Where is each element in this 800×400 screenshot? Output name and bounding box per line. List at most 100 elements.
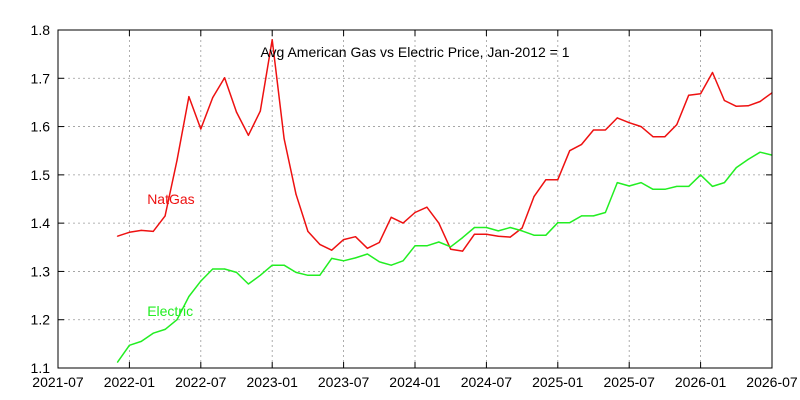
electric-series-label: Electric (147, 303, 193, 319)
y-tick-label: 1.7 (31, 70, 51, 86)
x-tick-label: 2022-01 (104, 374, 156, 390)
electric-data-point (557, 222, 559, 224)
electric-data-point (652, 188, 654, 190)
electric-data-point (640, 181, 642, 184)
natgas-data-point (581, 143, 583, 146)
natgas-data-point (271, 39, 273, 41)
natgas-data-point (485, 233, 487, 235)
electric-data-point (200, 280, 202, 282)
electric-data-point (247, 283, 249, 285)
electric-data-point (212, 268, 214, 270)
electric-data-point (711, 185, 714, 188)
natgas-data-point (450, 248, 452, 250)
natgas-data-point (235, 111, 238, 113)
natgas-data-point (462, 250, 464, 252)
electric-data-point (414, 245, 416, 247)
x-tick-label: 2026-01 (675, 374, 727, 390)
natgas-data-point (212, 97, 214, 99)
natgas-data-point (759, 100, 761, 103)
electric-data-point (307, 274, 309, 276)
x-tick-label: 2023-07 (318, 374, 370, 390)
electric-data-point (521, 230, 523, 232)
electric-data-point (128, 344, 130, 346)
natgas-data-point (307, 230, 309, 232)
electric-data-point (116, 361, 119, 363)
natgas-data-point (378, 241, 380, 244)
electric-data-point (343, 260, 345, 262)
x-tick-label: 2025-01 (532, 374, 584, 390)
electric-data-point (259, 274, 261, 276)
tick-marks (57, 29, 773, 369)
electric-data-point (735, 167, 737, 169)
electric-data-point (390, 264, 392, 266)
x-tick-label: 2022-07 (175, 374, 227, 390)
y-axis-tick-labels: 1.1 1.2 1.3 1.4 1.5 1.6 1.7 1.8 (31, 22, 51, 376)
natgas-data-point (176, 159, 178, 161)
electric-data-point (664, 188, 666, 190)
electric-data-point (581, 215, 583, 217)
natgas-data-point (747, 105, 749, 107)
electric-data-point (545, 234, 547, 236)
electric-data-point (723, 181, 726, 184)
electric-data-point (378, 261, 380, 263)
natgas-data-point (628, 122, 630, 124)
electric-data-point (319, 274, 321, 276)
natgas-data-point (533, 195, 535, 198)
electric-data-point (604, 211, 607, 214)
natgas-data-point (426, 206, 428, 208)
electric-data-point (450, 246, 452, 248)
natgas-data-point (723, 99, 726, 102)
y-tick-label: 1.6 (31, 119, 51, 135)
natgas-data-point (295, 193, 297, 195)
electric-data-point (533, 234, 535, 236)
electric-data-point (176, 319, 178, 321)
electric-data-point (616, 181, 618, 184)
electric-data-point (462, 237, 464, 239)
natgas-data-point (688, 94, 690, 96)
natgas-data-point (509, 236, 511, 238)
natgas-data-point (390, 216, 392, 218)
natgas-data-point (402, 222, 404, 224)
natgas-data-point (116, 235, 119, 237)
natgas-data-point (652, 136, 654, 138)
natgas-data-point (497, 235, 499, 237)
natgas-data-point (354, 236, 357, 238)
electric-data-point (628, 185, 630, 187)
y-tick-label: 1.4 (31, 215, 51, 231)
electric-data-point (700, 174, 702, 176)
x-tick-label: 2025-07 (604, 374, 656, 390)
natgas-data-point (224, 77, 226, 79)
electric-data-point (235, 271, 238, 273)
electric-data-point (592, 215, 595, 217)
electric-data-point (688, 185, 690, 188)
electric-data-point (497, 230, 499, 232)
x-axis-tick-labels: 2021-07 2022-01 2022-07 2023-01 2023-07 2024-… (32, 374, 798, 390)
electric-data-point (224, 268, 226, 270)
y-tick-label: 1.5 (31, 167, 51, 183)
electric-data-point (473, 226, 476, 229)
natgas-data-point (569, 150, 571, 152)
chart-title: Avg American Gas vs Electric Price, Jan-… (260, 44, 569, 60)
electric-data-point (188, 295, 190, 298)
series-layer (116, 38, 773, 363)
natgas-data-point (676, 124, 678, 126)
natgas-data-point (640, 125, 642, 128)
natgas-data-point (700, 93, 702, 95)
electric-data-point (509, 226, 511, 229)
x-tick-label: 2026-07 (746, 374, 798, 390)
natgas-data-point (128, 231, 130, 233)
y-tick-label: 1.1 (31, 360, 51, 376)
y-tick-label: 1.8 (31, 22, 51, 38)
y-tick-label: 1.2 (31, 312, 51, 328)
electric-data-point (426, 245, 428, 247)
electric-data-point (140, 340, 142, 343)
electric-data-point (676, 185, 678, 188)
natgas-series-label: NatGas (147, 191, 194, 207)
electric-data-point (283, 264, 285, 266)
electric-data-point (152, 332, 154, 334)
natgas-data-point (521, 227, 523, 229)
electric-data-point (747, 158, 749, 161)
x-tick-label: 2023-01 (247, 374, 299, 390)
natgas-data-point (735, 105, 737, 107)
